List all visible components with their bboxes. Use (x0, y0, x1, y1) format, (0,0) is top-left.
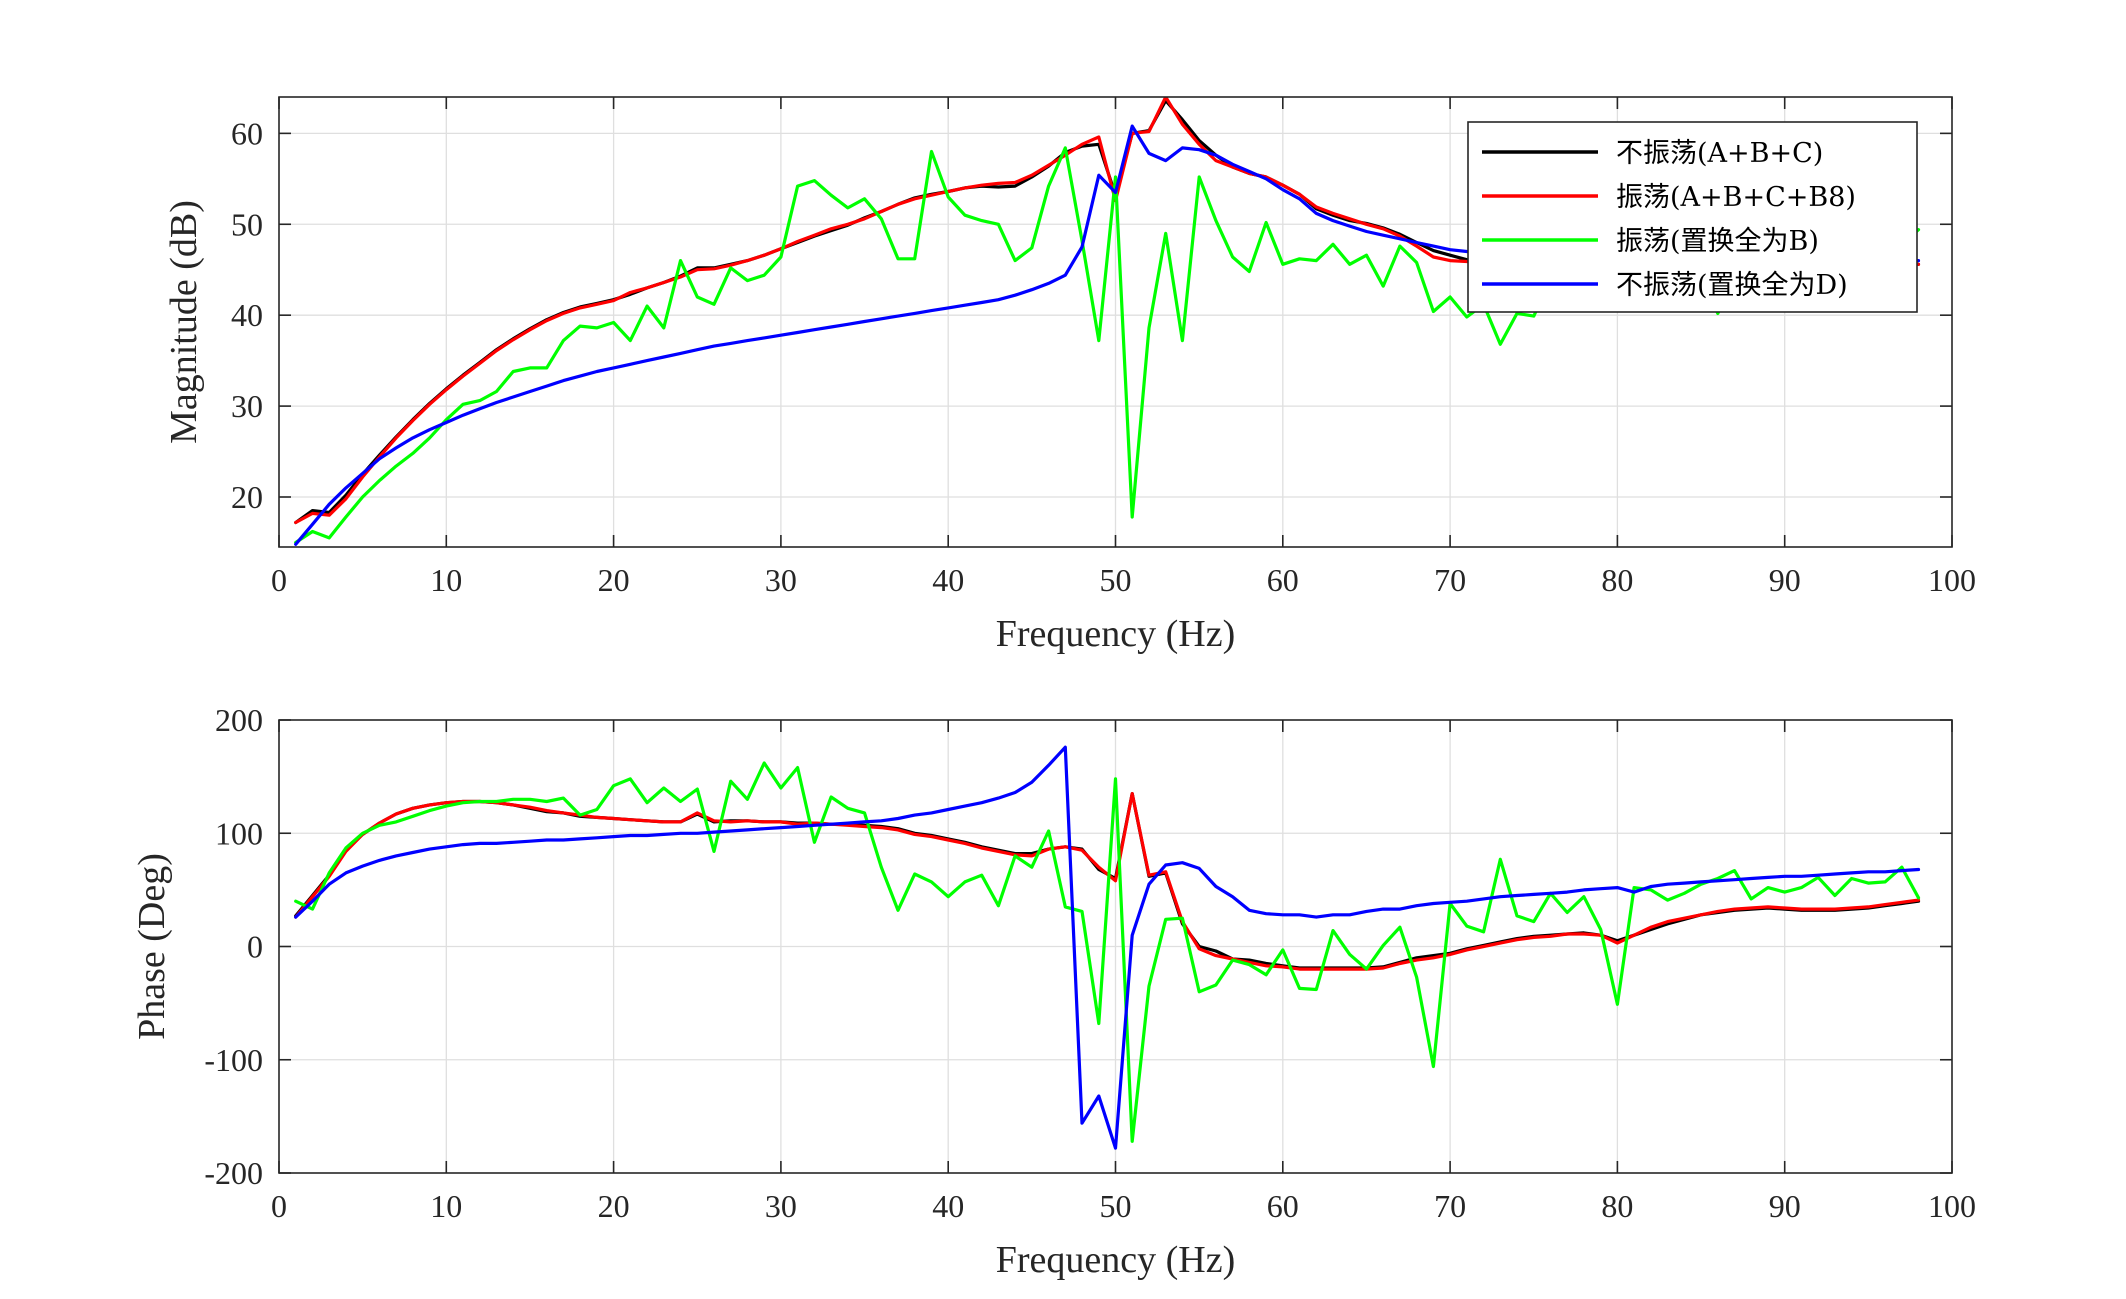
magnitude-x-tick-label: 90 (1769, 562, 1801, 598)
magnitude-y-tick-label: 20 (231, 479, 263, 515)
magnitude-x-tick-label: 0 (271, 562, 287, 598)
magnitude-x-tick-label: 60 (1267, 562, 1299, 598)
phase-x-tick-label: 80 (1601, 1188, 1633, 1224)
phase-x-tick-label: 50 (1100, 1188, 1132, 1224)
phase-y-tick-label: 0 (247, 929, 263, 965)
phase-x-tick-label: 0 (271, 1188, 287, 1224)
phase-x-tick-label: 40 (932, 1188, 964, 1224)
magnitude-x-tick-label: 100 (1928, 562, 1976, 598)
legend-entry-label-0: 不振荡(A+B+C) (1616, 138, 1823, 169)
phase-x-tick-label: 30 (765, 1188, 797, 1224)
phase-series-line-3 (294, 745, 1921, 1150)
phase-x-tick-label: 60 (1267, 1188, 1299, 1224)
legend-entry-label-1: 振荡(A+B+C+B8) (1616, 182, 1856, 213)
magnitude-x-tick-label: 40 (932, 562, 964, 598)
magnitude-x-tick-label: 50 (1100, 562, 1132, 598)
phase-series-line-2 (294, 761, 1921, 1143)
legend: 不振荡(A+B+C) 振荡(A+B+C+B8) 振荡(置换全为B) 不振荡(置换全为D… (1467, 121, 1918, 313)
magnitude-y-tick-label: 40 (231, 297, 263, 333)
magnitude-x-tick-label: 20 (598, 562, 630, 598)
magnitude-x-tick-label: 30 (765, 562, 797, 598)
magnitude-plot: 0 10 20 30 40 50 60 70 80 90 100 20 30 40 50 60 Frequenc… (163, 96, 1976, 655)
phase-x-axis-title: Frequency (Hz) (996, 1239, 1236, 1281)
phase-x-tick-label: 70 (1434, 1188, 1466, 1224)
magnitude-y-tick-label: 30 (231, 388, 263, 424)
magnitude-x-tick-label: 80 (1601, 562, 1633, 598)
magnitude-x-tick-label: 70 (1434, 562, 1466, 598)
magnitude-x-axis-title: Frequency (Hz) (996, 613, 1236, 655)
legend-entry-label-3: 不振荡(置换全为D) (1616, 270, 1848, 301)
magnitude-y-tick-label: 50 (231, 206, 263, 242)
phase-y-tick-label: -200 (204, 1155, 263, 1191)
phase-series-line-1 (294, 791, 1921, 971)
magnitude-x-tick-label: 10 (430, 562, 462, 598)
phase-y-tick-label: -100 (204, 1042, 263, 1078)
legend-entry-label-2: 振荡(置换全为B) (1616, 226, 1819, 257)
phase-x-tick-label: 90 (1769, 1188, 1801, 1224)
phase-x-tick-label: 100 (1928, 1188, 1976, 1224)
magnitude-y-axis-title: Magnitude (dB) (163, 200, 205, 444)
phase-y-tick-label: 100 (215, 815, 263, 851)
magnitude-y-tick-label: 60 (231, 115, 263, 151)
phase-y-axis-title: Phase (Deg) (131, 853, 173, 1040)
phase-y-tick-label: 200 (215, 702, 263, 738)
phase-x-tick-label: 20 (598, 1188, 630, 1224)
phase-x-tick-label: 10 (430, 1188, 462, 1224)
phase-plot: 0 10 20 30 40 50 60 70 80 90 100 -200 -100 0 100 200 Fre… (131, 702, 1976, 1281)
